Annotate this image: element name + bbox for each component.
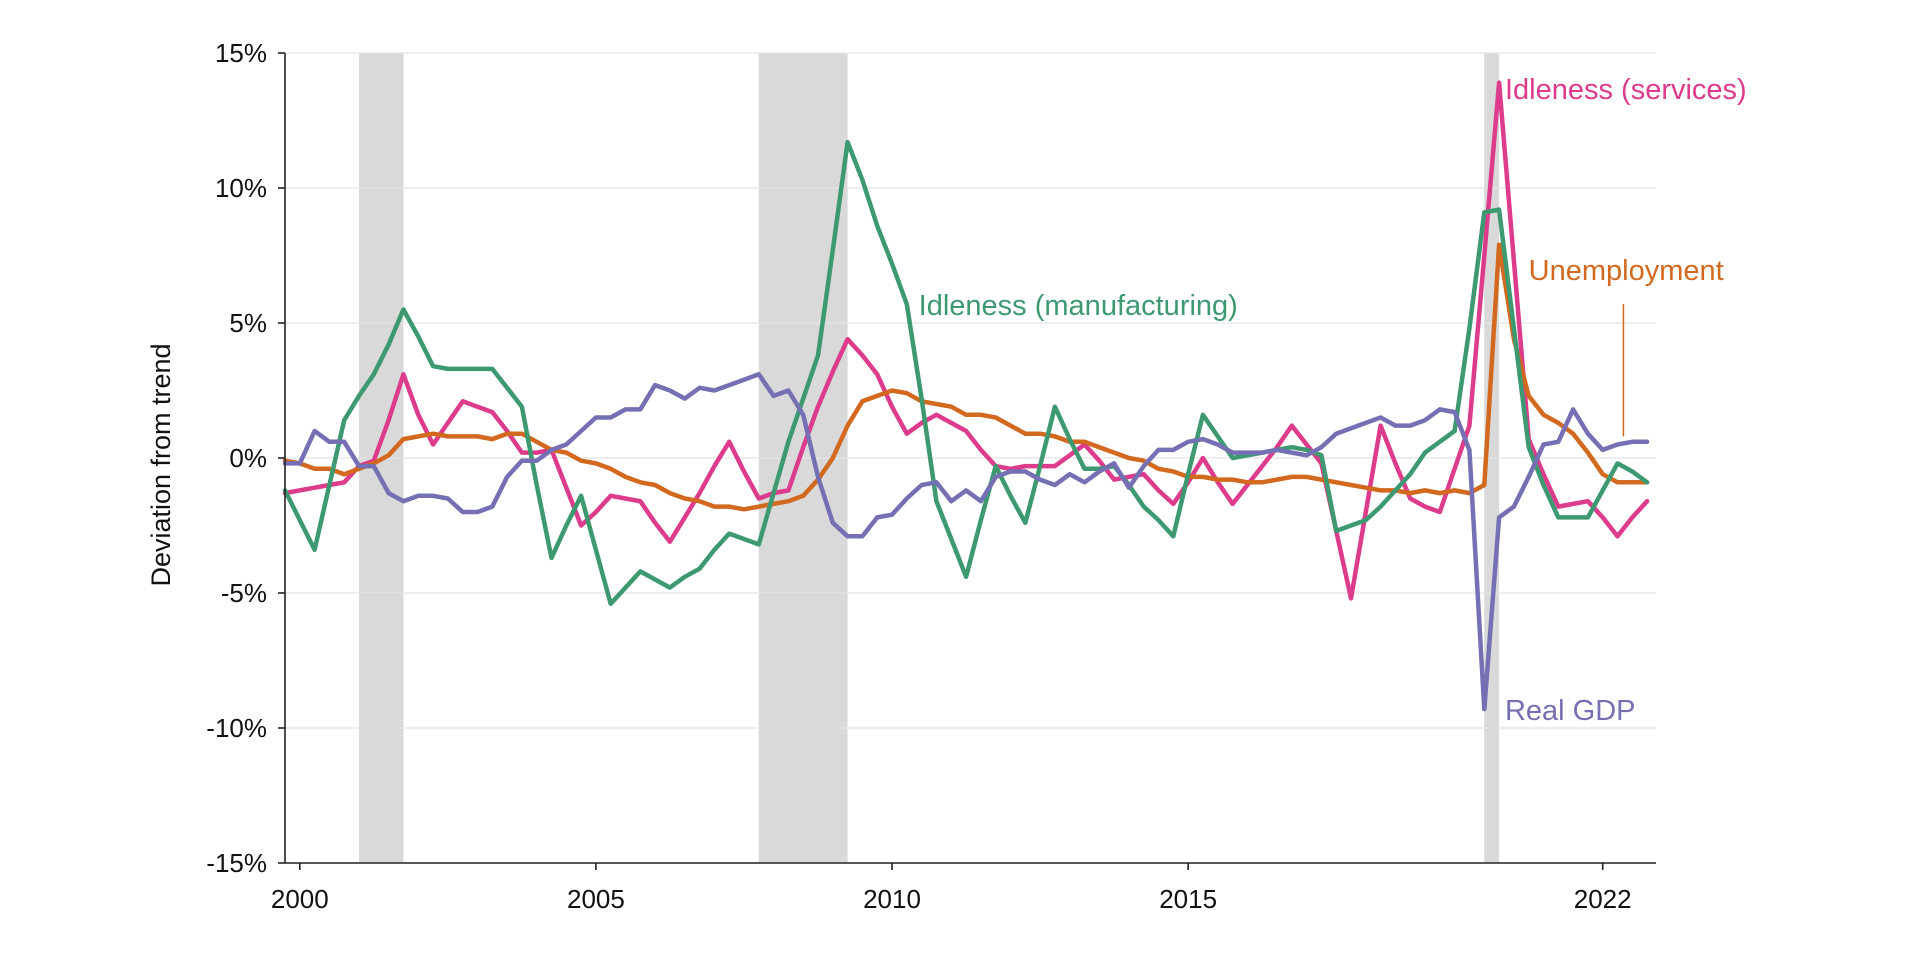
- series-labels: Idleness (services) Unemployment Idleness …: [919, 74, 1747, 727]
- axes: 15% 10% 5% 0% -5% -10% -15%2000 2005 2010 2015 202…: [206, 38, 1656, 914]
- y-tick-label: 0%: [229, 443, 267, 473]
- series-label-idleness-manufacturing: Idleness (manufacturing): [919, 290, 1238, 322]
- x-tick-label: 2010: [863, 884, 921, 914]
- y-tick-label: -5%: [221, 578, 267, 608]
- y-tick-label: 5%: [229, 308, 267, 338]
- x-tick-label: 2005: [567, 884, 625, 914]
- series-line-unemployment: [282, 242, 1650, 512]
- y-axis-title: Deviation from trend: [146, 343, 176, 586]
- y-tick-label: 10%: [215, 173, 267, 203]
- series-lines: [282, 80, 1650, 712]
- x-tick-label: 2022: [1574, 884, 1632, 914]
- gridlines: [285, 52, 1656, 864]
- series-line-idleness-services: [282, 80, 1650, 601]
- series-label-real-gdp: Real GDP: [1505, 695, 1636, 727]
- series-label-idleness-services: Idleness (services): [1505, 74, 1747, 106]
- y-tick-label: -15%: [206, 848, 267, 878]
- x-tick-label: 2000: [271, 884, 329, 914]
- series-line-real-gdp: [282, 372, 1650, 712]
- x-tick-label: 2015: [1159, 884, 1217, 914]
- y-tick-label: 15%: [215, 38, 267, 68]
- y-tick-label: -10%: [206, 713, 267, 743]
- series-line-idleness-manufacturing: [282, 139, 1650, 607]
- series-label-unemployment: Unemployment: [1529, 255, 1724, 287]
